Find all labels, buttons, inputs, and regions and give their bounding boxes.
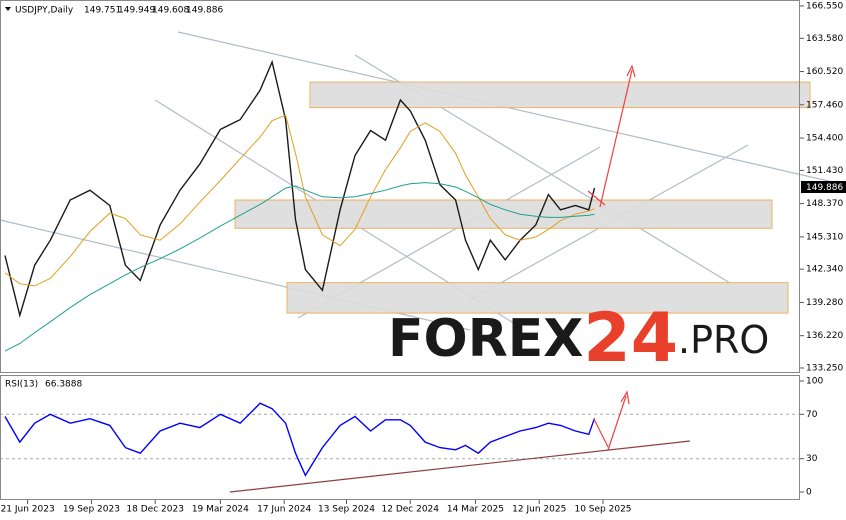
- x-tick-label: 12 Dec 2024: [382, 505, 440, 515]
- collapse-icon: [5, 7, 11, 11]
- rsi-value: 66.3888: [45, 380, 82, 390]
- x-tick-label: 19 Mar 2024: [192, 505, 249, 515]
- y-tick-label: 139.280: [806, 298, 843, 308]
- arrow-head: [626, 64, 636, 78]
- arrow-head: [620, 390, 630, 405]
- y-tick-label: 100: [806, 376, 823, 386]
- ohlc-close: 149.886: [186, 6, 223, 16]
- price-panel-frame: [0, 0, 800, 373]
- arrow: [593, 418, 609, 448]
- watermark-part: 24: [583, 299, 678, 378]
- x-tick-label: 19 Sep 2023: [63, 505, 120, 515]
- price-tag: [801, 181, 846, 193]
- y-tick-label: 145.310: [806, 232, 843, 242]
- x-tick-label: 18 Dec 2023: [126, 505, 184, 515]
- y-tick-label: 160.520: [806, 67, 843, 77]
- ohlc-low: 149.608: [152, 6, 189, 16]
- y-tick-label: 166.550: [806, 1, 843, 11]
- rsi-title: RSI(13): [5, 380, 38, 390]
- y-tick-label: 136.220: [806, 331, 843, 341]
- arrow: [587, 190, 606, 206]
- y-tick-label: 0: [806, 488, 812, 498]
- rsi-panel-frame: [0, 375, 800, 500]
- rsi-trend-line: [229, 440, 691, 493]
- x-tick-label: 12 Jun 2025: [512, 505, 566, 515]
- y-tick-label: 157.460: [806, 100, 843, 110]
- y-tick-label: 151.430: [806, 166, 843, 176]
- series-line: [4, 402, 596, 477]
- y-tick-label: 70: [806, 410, 818, 420]
- zones: [234, 81, 811, 314]
- symbol-title: USDJPY,Daily: [15, 6, 74, 16]
- y-tick-label: 142.340: [806, 265, 843, 275]
- watermark-part: .PRO: [678, 318, 769, 362]
- x-tick-label: 14 Mar 2025: [447, 505, 504, 515]
- price-zone: [234, 199, 773, 229]
- ohlc-open: 149.751: [84, 6, 121, 16]
- arrows: [229, 64, 691, 493]
- x-tick-label: 17 Jun 2024: [257, 505, 311, 515]
- arrow: [607, 395, 627, 451]
- y-tick-label: 154.400: [806, 134, 843, 144]
- series-line: [4, 182, 595, 352]
- price-zone: [286, 282, 789, 314]
- x-tick-label: 10 Sep 2025: [574, 505, 631, 515]
- x-tick-label: 13 Sep 2024: [318, 505, 375, 515]
- watermark: FOREX24.PRO: [388, 299, 769, 378]
- arrow: [599, 69, 633, 208]
- x-tick-label: 21 Jun 2023: [1, 505, 55, 515]
- price-zone: [309, 81, 811, 109]
- price-tag-label: 149.886: [806, 183, 843, 193]
- series-line: [4, 59, 596, 318]
- watermark-part: FOREX: [388, 309, 583, 369]
- y-tick-label: 148.370: [806, 199, 843, 209]
- y-tick-label: 30: [806, 454, 818, 464]
- y-tick-label: 133.250: [806, 363, 843, 373]
- trend-line: [177, 31, 846, 186]
- y-tick-label: 163.580: [806, 34, 843, 44]
- series-line: [4, 114, 595, 287]
- watermark: FOREX24.PRO: [388, 299, 769, 378]
- ohlc-high: 149.949: [118, 6, 155, 16]
